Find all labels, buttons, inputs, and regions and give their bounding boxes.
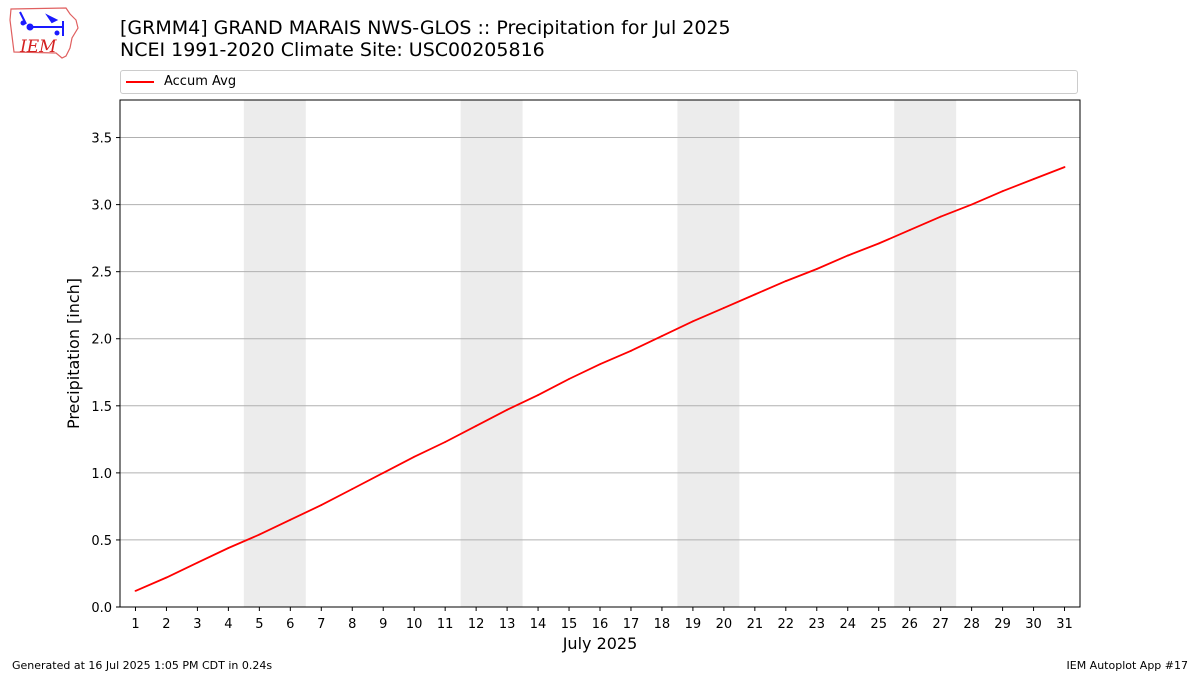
data-point <box>692 320 694 323</box>
data-point <box>722 306 725 309</box>
x-tick-label: 21 <box>747 617 764 632</box>
x-tick-label: 7 <box>317 617 325 632</box>
x-tick-label: 19 <box>685 617 702 632</box>
data-point <box>258 533 261 536</box>
x-tick-label: 6 <box>286 617 294 632</box>
data-point <box>599 363 601 366</box>
x-tick-label: 1 <box>131 617 139 632</box>
plot-frame <box>119 99 1081 608</box>
data-point <box>506 408 508 411</box>
x-tick-label: 13 <box>499 617 516 632</box>
x-tick-label: 4 <box>224 617 232 632</box>
plot-area <box>120 100 1080 607</box>
data-point <box>753 293 756 296</box>
x-tick-label: 30 <box>1025 617 1042 632</box>
data-point <box>289 518 292 521</box>
data-point <box>1032 178 1035 181</box>
x-tick-label: 31 <box>1056 617 1073 632</box>
iowa-outline-icon <box>9 7 79 59</box>
data-point <box>444 441 447 443</box>
weekend-band <box>243 100 306 607</box>
weekend-band <box>677 100 740 607</box>
legend-swatch <box>126 81 154 83</box>
x-tick-label: 28 <box>963 617 980 632</box>
data-point <box>1063 166 1066 168</box>
y-tick-label: 1.5 <box>91 400 112 415</box>
x-tick-label: 24 <box>839 617 856 632</box>
series-line-accum-avg <box>135 166 1065 592</box>
legend: Accum Avg <box>120 70 1078 94</box>
data-point <box>908 229 911 232</box>
y-tick-label: 2.0 <box>91 333 112 348</box>
data-point <box>227 547 230 549</box>
x-tick-label: 12 <box>468 617 485 632</box>
x-tick-label: 9 <box>379 617 387 632</box>
x-tick-label: 26 <box>901 617 918 632</box>
data-point <box>877 242 880 245</box>
x-tick-label: 14 <box>530 617 547 632</box>
data-point <box>475 425 478 427</box>
data-point <box>846 254 849 257</box>
x-axis-label: July 2025 <box>562 634 638 653</box>
data-point <box>630 349 632 352</box>
x-tick-label: 18 <box>654 617 671 632</box>
data-point <box>815 268 818 270</box>
data-point <box>970 203 973 206</box>
data-point <box>568 378 570 380</box>
chart-title-line1: [GRMM4] GRAND MARAIS NWS-GLOS :: Precipi… <box>120 17 731 39</box>
data-point <box>784 280 787 282</box>
x-tick-label: 29 <box>994 617 1011 632</box>
data-point <box>939 215 942 218</box>
x-tick-label: 25 <box>870 617 887 632</box>
y-tick-label: 2.5 <box>91 266 112 281</box>
y-axis-label: Precipitation [inch] <box>64 278 83 429</box>
x-tick-label: 17 <box>623 617 640 632</box>
x-tick-label: 15 <box>561 617 578 632</box>
data-point <box>165 576 168 579</box>
x-tick-label: 22 <box>778 617 795 632</box>
weather-instrument-icon <box>19 11 64 36</box>
legend-label: Accum Avg <box>164 74 237 89</box>
y-tick-label: 0.5 <box>91 534 112 549</box>
data-point <box>1001 190 1004 193</box>
y-tick-label: 3.5 <box>91 132 112 147</box>
x-tick-label: 16 <box>592 617 609 632</box>
x-tick-label: 3 <box>193 617 201 632</box>
x-tick-label: 10 <box>406 617 423 632</box>
weekend-band <box>460 100 523 607</box>
weekend-band <box>894 100 957 607</box>
data-point <box>134 590 137 592</box>
x-tick-label: 8 <box>348 617 356 632</box>
x-tick-label: 27 <box>932 617 949 632</box>
footer-generated-text: Generated at 16 Jul 2025 1:05 PM CDT in … <box>12 659 273 672</box>
x-tick-label: 11 <box>437 617 454 632</box>
data-point <box>351 488 354 490</box>
x-tick-label: 5 <box>255 617 263 632</box>
chart-title-line2: NCEI 1991-2020 Climate Site: USC00205816 <box>120 39 545 61</box>
iem-logo: IEM <box>9 7 79 59</box>
data-point <box>537 394 539 396</box>
y-tick-label: 0.0 <box>91 601 112 616</box>
y-tick-label: 1.0 <box>91 467 112 482</box>
data-point <box>661 335 663 337</box>
data-point <box>382 471 385 474</box>
data-point <box>196 561 199 564</box>
logo-text: IEM <box>19 37 57 57</box>
footer-app-label: IEM Autoplot App #17 <box>1066 659 1189 672</box>
x-tick-label: 23 <box>809 617 826 632</box>
data-point <box>320 504 323 506</box>
y-tick-label: 3.0 <box>91 199 112 214</box>
data-point <box>413 455 416 458</box>
x-tick-label: 2 <box>162 617 170 632</box>
x-tick-label: 20 <box>716 617 733 632</box>
